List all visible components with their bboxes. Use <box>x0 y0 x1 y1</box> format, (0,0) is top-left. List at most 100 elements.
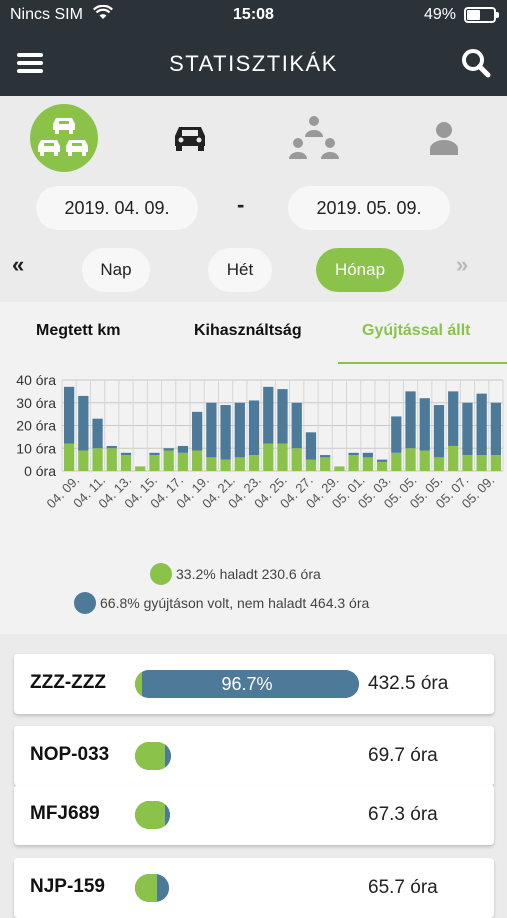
bar-segment <box>277 389 288 444</box>
prev-period-button[interactable]: « <box>12 252 25 277</box>
vehicle-plate: NJP-159 <box>30 876 105 897</box>
next-period-button[interactable]: » <box>456 252 469 277</box>
bar-segment <box>334 466 345 471</box>
vehicle-card[interactable]: ZZZ-ZZZ 96.7% 432.5 óra <box>14 654 494 714</box>
bar-segment <box>263 443 274 471</box>
bar-segment <box>248 400 260 456</box>
car-mode-button[interactable] <box>156 104 224 172</box>
groups-mode-button[interactable] <box>280 104 348 172</box>
vehicle-hours: 432.5 óra <box>368 673 449 694</box>
bar-segment <box>220 459 231 471</box>
app-header: STATISZTIKÁK <box>0 30 507 96</box>
wifi-icon <box>93 4 113 26</box>
tab-distance[interactable]: Megtett km <box>36 322 121 339</box>
bar-segment <box>263 386 274 444</box>
vehicle-card[interactable]: MFJ689 67.3 óra <box>14 785 494 845</box>
bar-segment <box>149 455 160 471</box>
bar-segment <box>391 416 402 453</box>
y-tick-label: 10 óra <box>16 440 56 456</box>
bar-segment <box>476 455 487 471</box>
active-tab-indicator <box>338 362 507 365</box>
vehicle-ratio-bar <box>135 801 170 829</box>
bar-segment <box>419 450 430 471</box>
bar-segment <box>320 457 331 471</box>
legend-item-idle: 66.8% gyújtáson volt, nem haladt 464.3 ó… <box>74 592 369 614</box>
vehicle-plate: ZZZ-ZZZ <box>30 672 106 693</box>
bar-segment <box>348 452 359 456</box>
vehicle-hours: 65.7 óra <box>368 877 438 898</box>
y-tick-label: 30 óra <box>16 395 56 411</box>
vehicle-card[interactable]: NOP-033 69.7 óra <box>14 726 494 786</box>
bar-segment <box>348 455 359 471</box>
bar-segment <box>433 405 445 458</box>
vehicle-percent: 96.7% <box>221 674 273 694</box>
legend-item-moving: 33.2% haladt 230.6 óra <box>150 563 321 585</box>
stats-tabs: Megtett km Kihasználtság Gyújtással állt <box>0 302 507 365</box>
bar-segment <box>177 452 189 471</box>
bar-segment <box>490 455 502 471</box>
bar-segment <box>291 402 302 449</box>
bar-segment <box>490 402 502 456</box>
date-separator: - <box>237 192 245 217</box>
date-range: 2019. 04. 09. - 2019. 05. 09. <box>0 186 507 230</box>
vehicle-ratio-bar <box>135 874 169 902</box>
legend-label-idle: 66.8% gyújtáson volt, nem haladt 464.3 ó… <box>100 595 370 611</box>
menu-icon[interactable] <box>17 53 43 73</box>
bar-segment <box>234 402 245 458</box>
bar-segment <box>462 455 473 471</box>
date-from-field[interactable]: 2019. 04. 09. <box>36 186 198 230</box>
bar-segment <box>448 445 459 471</box>
car-icon <box>175 127 205 151</box>
period-selector: « Nap Hét Hónap » <box>0 248 507 292</box>
vehicle-hours: 69.7 óra <box>368 745 438 766</box>
search-icon[interactable] <box>461 48 491 83</box>
vehicle-hours: 67.3 óra <box>368 804 438 825</box>
bar-segment <box>405 448 416 471</box>
bar-segment <box>277 443 288 471</box>
bar-segment <box>476 393 487 456</box>
bar-segment <box>78 450 89 471</box>
bar-segment <box>206 402 217 458</box>
period-day-button[interactable]: Nap <box>82 248 150 292</box>
vehicle-ratio-bar <box>135 742 171 770</box>
legend-dot-blue <box>74 592 96 614</box>
vehicle-card[interactable]: NJP-159 65.7 óra <box>14 858 494 918</box>
users-group-icon <box>289 116 339 159</box>
bar-segment <box>362 452 373 458</box>
tab-usage[interactable]: Kihasználtság <box>194 322 302 339</box>
bar-segment <box>419 398 430 451</box>
bar-segment <box>106 445 117 449</box>
user-mode-button[interactable] <box>410 104 478 172</box>
bar-segment <box>192 450 203 471</box>
tab-idle[interactable]: Gyújtással állt <box>362 322 471 339</box>
bar-segment <box>320 455 331 458</box>
bar-segment <box>433 457 445 471</box>
date-to-field[interactable]: 2019. 05. 09. <box>288 186 450 230</box>
mode-selector <box>0 96 507 176</box>
bar-segment <box>78 395 89 451</box>
period-week-button[interactable]: Hét <box>208 248 272 292</box>
vehicle-ratio-bar: 96.7% <box>135 670 359 698</box>
bar-segment <box>305 459 317 471</box>
bar-segment <box>462 402 473 456</box>
status-bar: Nincs SIM 15:08 49% <box>0 0 507 30</box>
bar-segment <box>220 405 231 460</box>
bar-segment <box>376 459 388 462</box>
period-month-button[interactable]: Hónap <box>316 248 404 292</box>
battery-icon <box>464 7 499 23</box>
battery-percent: 49% <box>424 6 457 23</box>
y-tick-label: 20 óra <box>16 418 56 434</box>
clock: 15:08 <box>233 6 274 23</box>
bar-segment <box>248 455 260 471</box>
legend-dot-green <box>150 563 172 585</box>
fleet-mode-button[interactable] <box>30 104 98 172</box>
vehicle-list: ZZZ-ZZZ 96.7% 432.5 óra NOP-033 69.7 óra… <box>0 634 507 918</box>
bar-segment <box>305 432 317 460</box>
bar-segment <box>206 457 217 471</box>
bar-segment <box>149 452 160 456</box>
bar-segment <box>192 411 203 451</box>
bar-segment <box>92 418 103 449</box>
bar-segment <box>106 448 117 471</box>
bar-segment <box>63 386 75 444</box>
